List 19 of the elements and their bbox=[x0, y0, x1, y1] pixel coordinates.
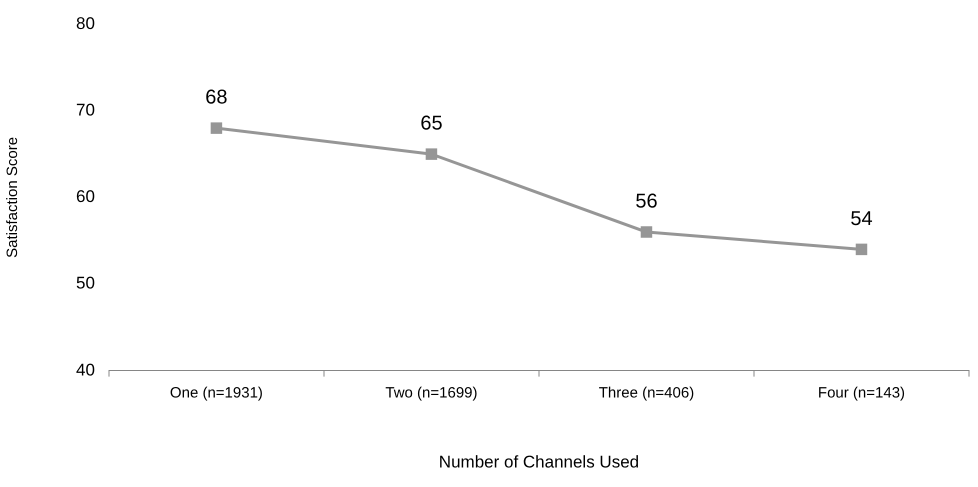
data-label: 54 bbox=[850, 208, 873, 230]
y-axis-title: Satisfaction Score bbox=[4, 136, 22, 258]
y-tick-label: 60 bbox=[76, 187, 95, 206]
point bbox=[426, 148, 438, 160]
x-tick-label: One (n=1931) bbox=[170, 384, 263, 402]
x-tick-label: Four (n=143) bbox=[818, 384, 906, 402]
x-tick-label: Three (n=406) bbox=[598, 384, 694, 402]
point bbox=[640, 226, 652, 238]
point bbox=[856, 244, 868, 256]
point bbox=[210, 122, 222, 134]
y-tick-label: 40 bbox=[76, 360, 95, 380]
x-tick-label: Two (n=1699) bbox=[385, 384, 478, 402]
data-label: 56 bbox=[635, 190, 658, 213]
x-axis-title: Number of Channels Used bbox=[438, 452, 640, 472]
data-label: 65 bbox=[420, 112, 443, 135]
y-tick-label: 80 bbox=[76, 14, 95, 33]
y-tick-label: 70 bbox=[76, 100, 95, 120]
data-label: 68 bbox=[205, 86, 228, 109]
y-tick-label: 50 bbox=[76, 274, 95, 293]
